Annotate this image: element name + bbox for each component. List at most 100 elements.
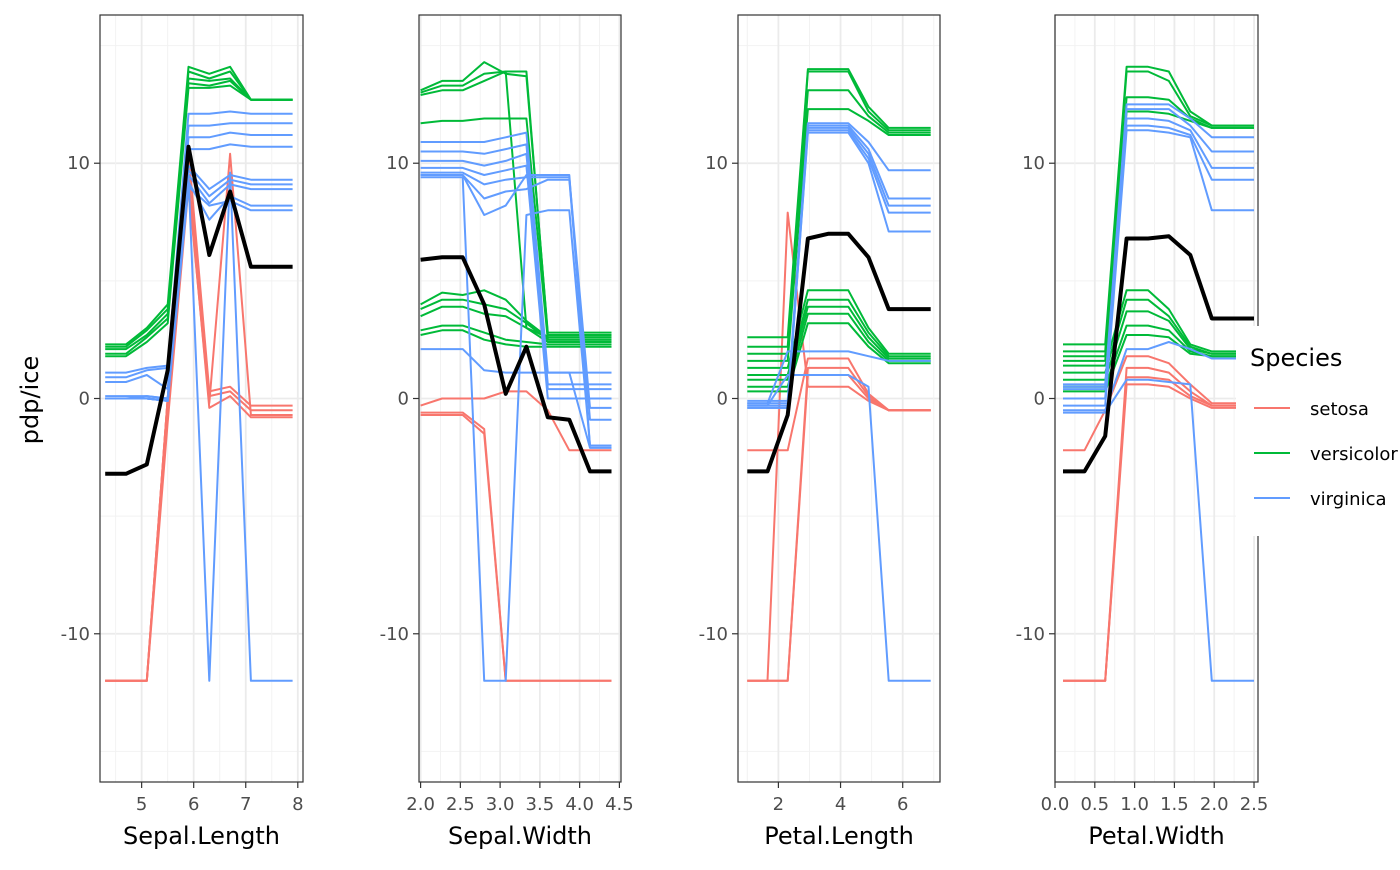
ice-line-versicolor — [1063, 70, 1254, 353]
ice-line-virginica — [747, 131, 931, 409]
panel-sepal-width: -10 0 10 2.0 2.5 3.0 3.5 4.0 4.5 Sepal.Width — [380, 14, 634, 850]
x-tick-label: 0.0 — [1041, 794, 1070, 815]
gridlines — [738, 15, 940, 782]
ice-line-virginica — [105, 122, 293, 379]
y-tick-label: -10 — [1016, 624, 1045, 645]
ice-line-versicolor — [747, 68, 931, 339]
ice-line-setosa — [1063, 355, 1254, 452]
ice-line-versicolor — [420, 329, 612, 348]
ice-line-versicolor — [420, 298, 612, 341]
x-axis-title: Sepal.Length — [123, 822, 280, 850]
x-tick-label: 6 — [897, 794, 908, 815]
ice-line-virginica — [105, 164, 293, 400]
x-tick-label: 2 — [773, 794, 784, 815]
y-tick-label: 0 — [1034, 389, 1045, 410]
y-tick-label: 10 — [1022, 153, 1045, 174]
x-tick-label: 7 — [240, 794, 251, 815]
legend-label: versicolor — [1310, 444, 1398, 465]
ice-line-virginica — [1063, 341, 1254, 412]
panel-sepal-length: -10 0 10 5 6 7 8 Sepal.Length — [61, 14, 304, 850]
y-tick-label: -10 — [380, 624, 409, 645]
ice-line-setosa — [105, 181, 293, 682]
ice-line-versicolor — [747, 108, 931, 362]
ice-line-versicolor — [747, 89, 931, 355]
y-tick-label: 10 — [705, 153, 728, 174]
ice-line-virginica — [1063, 103, 1254, 386]
series-group — [1063, 65, 1254, 682]
legend-background — [1236, 326, 1400, 536]
pdp-line — [747, 231, 931, 474]
ice-line-versicolor — [747, 70, 931, 348]
legend: Species setosa versicolor virginica — [1236, 326, 1400, 536]
x-axis-title: Petal.Width — [1088, 822, 1225, 850]
x-tick-label: 2.0 — [1200, 794, 1229, 815]
legend-item-virginica: virginica — [1254, 489, 1387, 510]
ice-line-versicolor — [1063, 334, 1254, 393]
ice-line-virginica — [420, 174, 612, 447]
x-tick-label: 2.5 — [446, 794, 475, 815]
ice-line-virginica — [420, 152, 612, 391]
x-tick-label: 5 — [136, 794, 147, 815]
ice-line-virginica — [747, 124, 931, 405]
x-tick-label: 2.5 — [1240, 794, 1269, 815]
x-tick-label: 6 — [188, 794, 199, 815]
y-tick-label: 0 — [717, 389, 728, 410]
ice-line-virginica — [1063, 378, 1254, 682]
y-tick-label: -10 — [699, 624, 728, 645]
y-axis-title: pdp/ice — [16, 356, 44, 444]
ice-line-setosa — [1063, 383, 1254, 682]
ice-line-virginica — [1063, 124, 1254, 400]
ice-line-virginica — [747, 374, 931, 682]
y-tick-label: 0 — [398, 389, 409, 410]
panels: -10 0 10 5 6 7 8 Sepal.Length -10 0 10 2.0 2.5 3.0 3.5… — [61, 14, 1269, 850]
x-tick-label: 4.5 — [605, 794, 634, 815]
ice-line-versicolor — [105, 84, 293, 358]
ice-line-versicolor — [1063, 289, 1254, 367]
series-group — [420, 61, 612, 682]
ice-line-versicolor — [1063, 310, 1254, 381]
ice-line-virginica — [1063, 129, 1254, 407]
ice-line-virginica — [105, 110, 293, 374]
ice-line-setosa — [420, 414, 612, 682]
ice-line-versicolor — [747, 289, 931, 369]
legend-label: setosa — [1310, 399, 1369, 420]
ice-line-virginica — [420, 176, 612, 682]
ice-line-virginica — [420, 143, 612, 386]
ice-line-versicolor — [420, 324, 612, 346]
x-axis-title: Sepal.Width — [448, 822, 592, 850]
x-tick-label: 8 — [292, 794, 303, 815]
legend-item-versicolor: versicolor — [1254, 444, 1398, 465]
y-tick-label: 10 — [67, 153, 90, 174]
y-tick-label: 10 — [386, 153, 409, 174]
ice-line-virginica — [105, 131, 293, 391]
ice-line-virginica — [1063, 108, 1254, 388]
panel-petal-width: -10 0 10 0.0 0.5 1.0 1.5 2.0 2.5 Petal.Width — [1016, 14, 1269, 850]
pdp-line — [1063, 234, 1254, 474]
ice-line-virginica — [420, 131, 612, 374]
x-tick-label: 0.5 — [1080, 794, 1109, 815]
legend-label: virginica — [1310, 489, 1387, 510]
legend-title: Species — [1250, 344, 1342, 372]
x-tick-label: 4.0 — [565, 794, 594, 815]
x-tick-label: 3.0 — [486, 794, 515, 815]
panel-petal-length: -10 0 10 2 4 6 Petal.Length — [699, 14, 941, 850]
x-tick-label: 3.5 — [526, 794, 555, 815]
ice-line-virginica — [747, 122, 931, 402]
pdp-line — [105, 144, 293, 476]
ice-line-virginica — [747, 350, 931, 405]
x-tick-label: 1.0 — [1120, 794, 1149, 815]
x-tick-label: 4 — [835, 794, 846, 815]
ice-line-virginica — [105, 143, 293, 400]
ice-line-virginica — [105, 171, 293, 682]
x-tick-label: 1.5 — [1160, 794, 1189, 815]
series-group — [747, 68, 931, 682]
legend-item-setosa: setosa — [1254, 399, 1369, 420]
ice-line-virginica — [1063, 117, 1254, 391]
x-tick-label: 2.0 — [406, 794, 435, 815]
x-axis-title: Petal.Length — [764, 822, 914, 850]
ice-line-virginica — [747, 126, 931, 407]
pdp-line — [420, 255, 612, 474]
y-tick-label: 0 — [79, 389, 90, 410]
